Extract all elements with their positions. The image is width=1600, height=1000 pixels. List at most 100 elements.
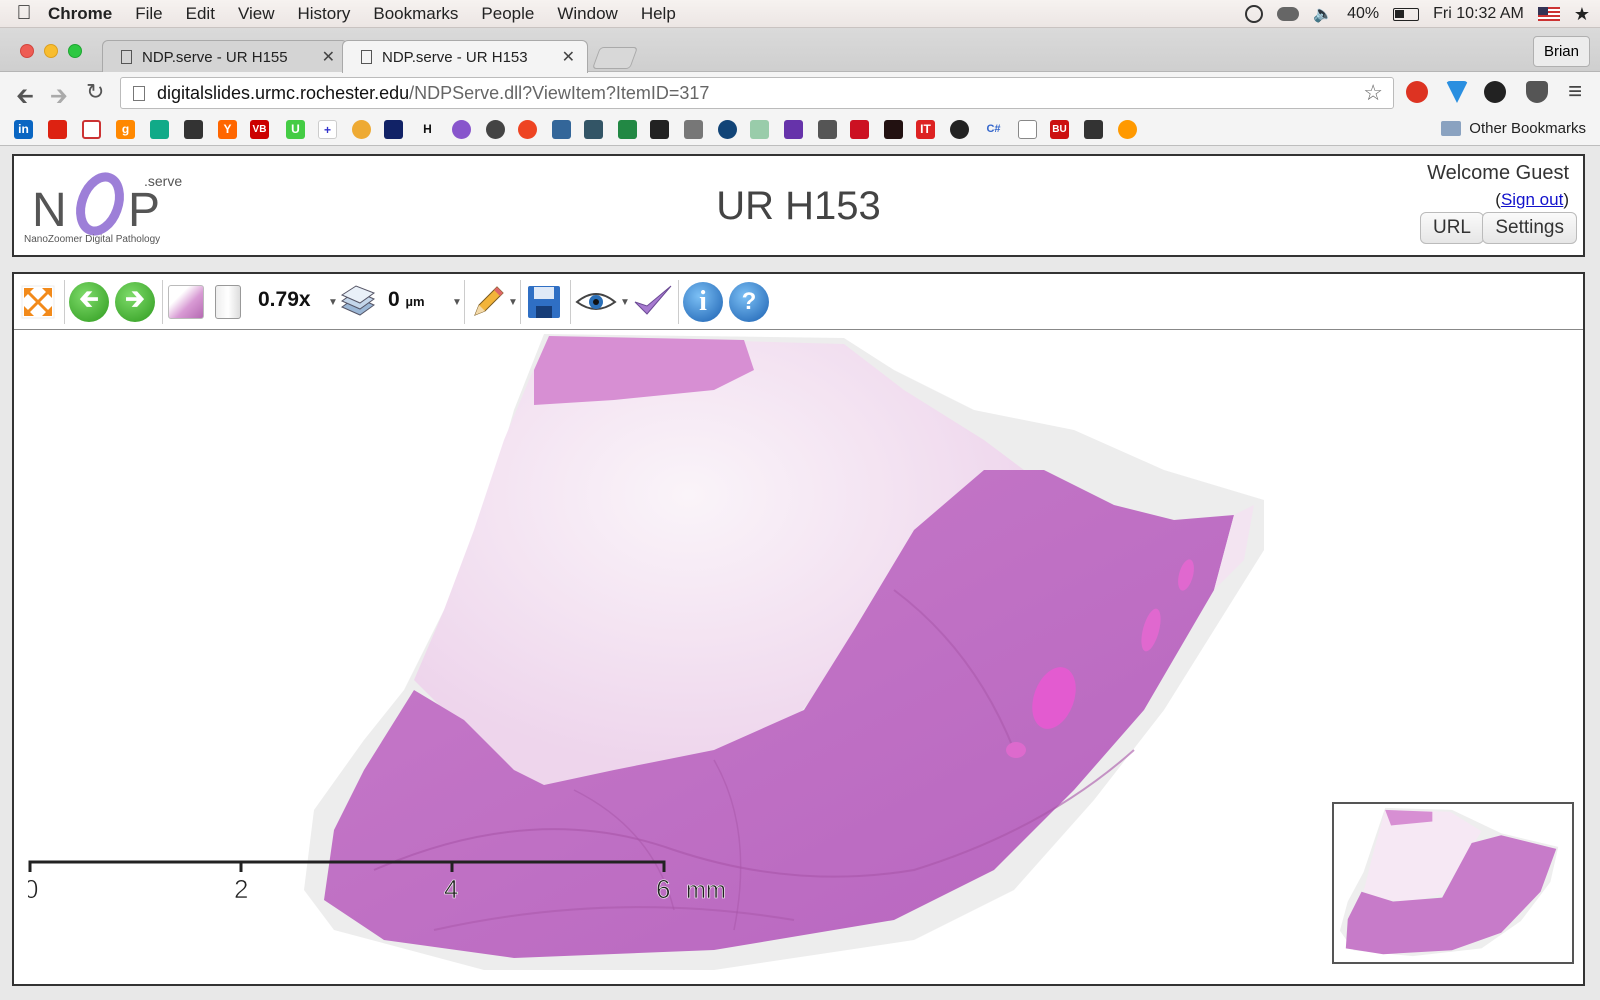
help-button[interactable]: ? xyxy=(728,282,770,322)
bookmark-icon-9[interactable]: U xyxy=(286,120,305,139)
linkedin-bookmark-icon[interactable]: in xyxy=(14,120,33,139)
profile-button[interactable]: Brian xyxy=(1532,36,1590,67)
menu-bookmarks[interactable]: Bookmarks xyxy=(373,3,459,23)
sign-out-link[interactable]: Sign out xyxy=(1500,190,1564,209)
battery-icon[interactable] xyxy=(1393,7,1420,21)
window-close-button[interactable] xyxy=(20,44,34,58)
bookmark-icon-21[interactable] xyxy=(684,120,703,139)
bookmark-icon-26[interactable] xyxy=(850,120,869,139)
save-button[interactable] xyxy=(524,282,564,322)
overview-navigator[interactable] xyxy=(1332,802,1574,964)
bookmark-icon-18[interactable] xyxy=(584,120,603,139)
battery-percent[interactable]: 40% xyxy=(1347,5,1380,22)
tab-close-icon[interactable]: ✕ xyxy=(561,49,575,66)
ninja-extension-icon[interactable] xyxy=(1484,81,1506,103)
reload-icon[interactable]: ↻ xyxy=(86,79,105,104)
bookmark-icon-13[interactable]: H xyxy=(418,120,437,139)
notification-star-icon[interactable]: ★ xyxy=(1573,3,1590,24)
back-arrow-icon[interactable]: 🡰 xyxy=(16,83,34,108)
apple-menu-icon[interactable]:  xyxy=(0,2,48,25)
bookmark-icon-29[interactable] xyxy=(950,120,969,139)
forward-arrow-icon[interactable]: 🡲 xyxy=(50,83,68,108)
address-bar[interactable]: digitalslides.urmc.rochester.edu/NDPServ… xyxy=(120,77,1394,109)
input-source-flag-icon[interactable] xyxy=(1537,7,1560,21)
url-host: digitalslides.urmc.rochester.edu xyxy=(157,82,410,103)
bookmark-icon-31[interactable] xyxy=(1018,120,1037,139)
bookmark-icon-14[interactable] xyxy=(452,120,471,139)
bookmark-icon-19[interactable] xyxy=(618,120,637,139)
bookmark-icon-6[interactable] xyxy=(184,120,203,139)
glass-slide-button[interactable] xyxy=(212,282,244,322)
menu-file[interactable]: File xyxy=(135,3,163,23)
bookmark-star-icon[interactable]: ☆ xyxy=(1363,80,1383,105)
bookmark-icon-28[interactable]: IT xyxy=(916,120,935,139)
bookmark-icon-5[interactable] xyxy=(150,120,169,139)
v-extension-icon[interactable] xyxy=(1446,81,1468,103)
view-options-button[interactable] xyxy=(574,282,618,322)
url-button[interactable]: URL xyxy=(1419,212,1484,244)
page-info-icon[interactable] xyxy=(133,85,145,101)
menu-edit[interactable]: Edit xyxy=(185,3,215,23)
mark-reviewed-button[interactable] xyxy=(632,282,674,322)
zoom-level[interactable]: 0.79x xyxy=(258,288,311,311)
settings-button[interactable]: Settings xyxy=(1482,212,1577,244)
window-minimize-button[interactable] xyxy=(44,44,58,58)
window-zoom-button[interactable] xyxy=(68,44,82,58)
bookmark-icon-2[interactable] xyxy=(48,120,67,139)
tab-close-icon[interactable]: ✕ xyxy=(321,49,335,66)
tissue-slide-image[interactable] xyxy=(14,330,1583,984)
bookmark-icon-23[interactable] xyxy=(750,120,769,139)
cloud-status-icon[interactable] xyxy=(1277,7,1300,21)
bookmark-icon-12[interactable] xyxy=(384,120,403,139)
bookmark-icon-33[interactable] xyxy=(1084,120,1103,139)
tab-ur-h153[interactable]: NDP.serve - UR H153 ✕ xyxy=(342,40,588,73)
menu-view[interactable]: View xyxy=(237,3,275,23)
bookmark-icon-25[interactable] xyxy=(818,120,837,139)
bookmark-icon-34[interactable] xyxy=(1118,120,1137,139)
eye-dropdown-caret-icon[interactable]: ▼ xyxy=(620,297,630,308)
bookmark-icon-11[interactable] xyxy=(352,120,371,139)
zoom-dropdown-caret-icon[interactable]: ▼ xyxy=(328,297,338,308)
bookmark-icon-24[interactable] xyxy=(784,120,803,139)
menu-history[interactable]: History xyxy=(297,3,351,23)
bookmark-icon-27[interactable] xyxy=(884,120,903,139)
bookmark-icon-8[interactable]: VB xyxy=(250,120,269,139)
fit-to-screen-button[interactable] xyxy=(18,282,58,322)
menu-window[interactable]: Window xyxy=(557,3,618,23)
bookmark-icon-22[interactable] xyxy=(718,120,737,139)
chrome-menu-icon[interactable]: ≡ xyxy=(1568,78,1583,105)
tab-ur-h155[interactable]: NDP.serve - UR H155 ✕ xyxy=(102,40,348,73)
scale-unit: mm xyxy=(686,877,726,904)
info-button[interactable]: i xyxy=(682,282,724,322)
focus-depth[interactable]: 0 µm xyxy=(388,288,425,312)
clock[interactable]: Fri 10:32 AM xyxy=(1433,5,1524,22)
bookmark-icon-4[interactable]: g xyxy=(116,120,135,139)
adblock-extension-icon[interactable] xyxy=(1406,81,1428,103)
previous-slide-button[interactable]: 🡰 xyxy=(68,282,110,322)
pocket-extension-icon[interactable] xyxy=(1526,81,1548,103)
bookmark-icon-16[interactable] xyxy=(518,120,537,139)
bookmark-icon-30[interactable]: C# xyxy=(984,120,1003,139)
menu-people[interactable]: People xyxy=(481,3,535,23)
bookmark-icon-10[interactable]: + xyxy=(318,120,337,139)
bookmark-icon-20[interactable] xyxy=(650,120,669,139)
menu-help[interactable]: Help xyxy=(640,3,676,23)
other-bookmarks[interactable]: Other Bookmarks xyxy=(1441,120,1586,137)
volume-icon[interactable]: 🔈 xyxy=(1313,6,1334,23)
bookmark-icon-15[interactable] xyxy=(486,120,505,139)
annotation-pencil-button[interactable] xyxy=(468,282,508,322)
toolbar-divider xyxy=(162,280,163,324)
focus-dropdown-caret-icon[interactable]: ▼ xyxy=(452,297,462,308)
z-stack-button[interactable] xyxy=(338,282,378,322)
pencil-dropdown-caret-icon[interactable]: ▼ xyxy=(508,297,518,308)
slide-thumbnail-button[interactable] xyxy=(166,282,206,322)
menu-chrome[interactable]: Chrome xyxy=(48,3,113,23)
next-slide-button[interactable]: 🡲 xyxy=(114,282,156,322)
bookmark-icon-17[interactable] xyxy=(552,120,571,139)
sync-status-icon[interactable] xyxy=(1245,5,1264,23)
toolbar-divider xyxy=(64,280,65,324)
bookmark-icon-32[interactable]: BU xyxy=(1050,120,1069,139)
bookmark-icon-7[interactable]: Y xyxy=(218,120,237,139)
bookmark-icon-3[interactable] xyxy=(82,120,101,139)
new-tab-button[interactable] xyxy=(591,47,639,69)
